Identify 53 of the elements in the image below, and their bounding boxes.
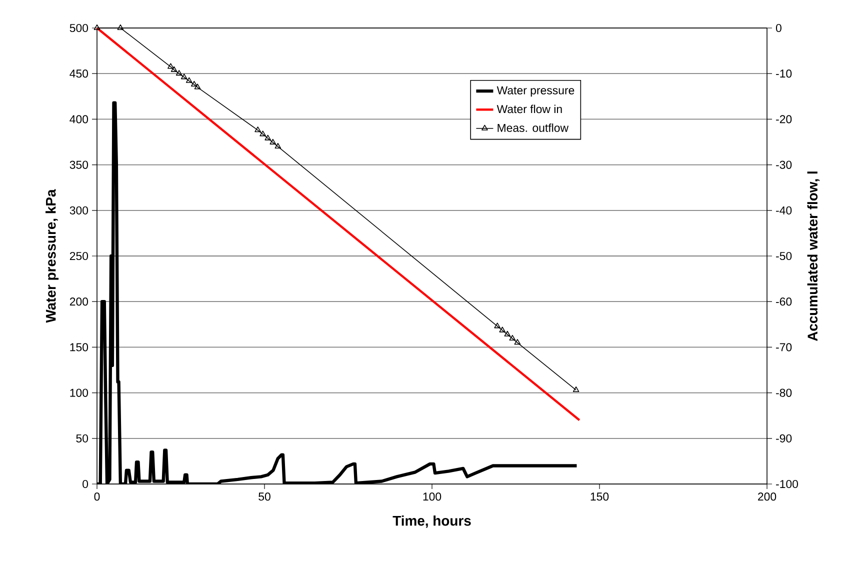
y2-tick-label: -20	[776, 115, 792, 124]
y-tick-label: 300	[70, 206, 88, 214]
x-tick-label: 100	[423, 492, 442, 501]
y2-tick-label: -50	[776, 252, 792, 260]
point	[168, 63, 174, 69]
y-tick-label: 350	[70, 160, 88, 169]
y2-tick-label: -30	[776, 160, 792, 169]
point	[509, 334, 516, 341]
y-tick-label: 150	[70, 343, 88, 352]
point	[514, 339, 521, 345]
point	[254, 126, 261, 132]
y2-tick-label: -90	[776, 434, 792, 442]
point	[572, 386, 580, 392]
y-tick-label: 400	[70, 115, 88, 124]
point	[117, 24, 124, 30]
point	[270, 138, 276, 144]
point	[190, 80, 198, 87]
y-axis-title: Water pressure, kPa	[46, 189, 59, 323]
y-tick-label: 200	[70, 298, 88, 306]
point	[186, 77, 192, 83]
y-tick-label: 0	[82, 480, 88, 488]
y-tick-label: 450	[70, 70, 88, 78]
x-tick-label: 50	[258, 492, 270, 501]
point	[170, 66, 178, 72]
y2-tick-label: 0	[776, 24, 782, 32]
y2-tick-label: -70	[776, 343, 792, 352]
point	[499, 326, 506, 332]
y2-tick-label: -40	[776, 206, 792, 214]
x-tick-label: 150	[590, 492, 609, 501]
point	[274, 142, 282, 149]
point	[176, 70, 182, 76]
legend-label: Meas. outflow	[498, 124, 569, 132]
x-axis-title: Time, hours	[392, 515, 471, 528]
y2-tick-label: -10	[776, 70, 792, 78]
y2-tick-label: -100	[776, 480, 798, 488]
y-tick-label: 500	[70, 24, 88, 32]
y2-tick-label: -80	[776, 388, 792, 397]
x-tick-label: 0	[94, 492, 100, 501]
x-tick-label: 200	[758, 492, 776, 501]
legend-label: Water flow in	[496, 104, 562, 114]
point	[194, 84, 201, 90]
point	[494, 322, 500, 328]
y-tick-label: 50	[76, 434, 88, 442]
y2-axis-title: Accumulated water flow, l	[807, 172, 820, 342]
point	[260, 130, 266, 136]
point	[94, 24, 100, 30]
point	[180, 74, 188, 80]
point	[264, 134, 272, 140]
y-tick-label: 250	[70, 252, 88, 260]
legend-label: Water pressure	[496, 86, 574, 97]
point	[504, 330, 511, 336]
y2-tick-label: -60	[776, 298, 792, 306]
y-tick-label: 100	[70, 388, 88, 397]
